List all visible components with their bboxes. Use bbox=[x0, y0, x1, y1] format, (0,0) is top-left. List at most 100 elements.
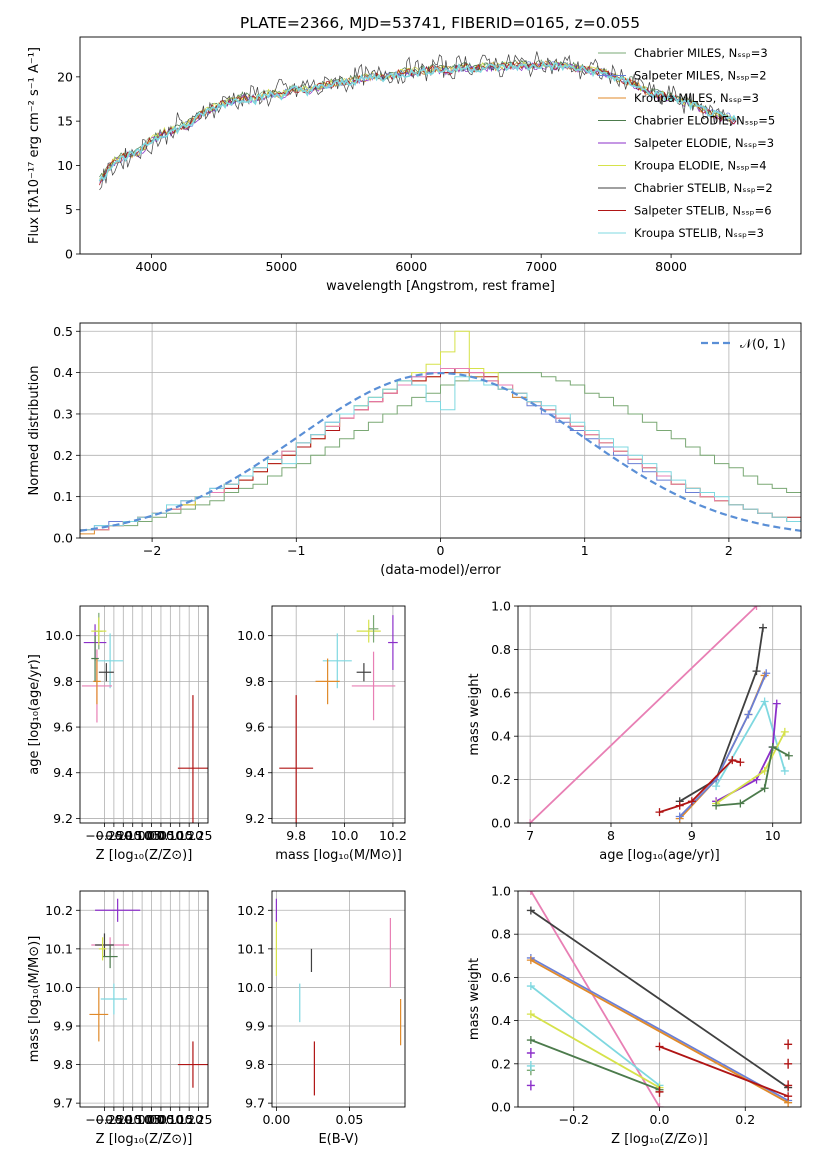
x-tick-label: 9.8 bbox=[286, 828, 306, 843]
x-tick-label: 0.05 bbox=[147, 1112, 175, 1127]
y-axis-label: mass [log₁₀(M/M⊙)] bbox=[27, 936, 42, 1063]
gaussian-curve bbox=[80, 371, 801, 532]
legend-label: Salpeter STELIB, Nₛₛₚ=6 bbox=[634, 204, 772, 218]
weight-marker bbox=[784, 1039, 793, 1050]
y-tick-label: 9.8 bbox=[245, 1057, 265, 1072]
axes-frame bbox=[517, 890, 802, 1108]
plot-area bbox=[89, 898, 208, 1088]
weight-marker bbox=[760, 784, 769, 793]
y-tick-label: 10.1 bbox=[237, 941, 265, 956]
figure-title: PLATE=2366, MJD=53741, FIBERID=0165, z=0… bbox=[240, 14, 640, 32]
panel-mass-weight-vs-Z: −0.2 0.0 0.2 0.0 0.2 0.4 0.6 0.8 1.0 Z [log₁₀(Z/Z… bbox=[467, 884, 802, 1147]
weight-marker bbox=[784, 1058, 793, 1069]
panel-mass-vs-EBV: 0.00 0.05 9.7 9.8 9.9 10.0 10.1 10.2 E(B-V) bbox=[237, 890, 406, 1147]
x-tick-label: 7000 bbox=[525, 259, 557, 274]
x-axis-label: age [log₁₀(age/yr)] bbox=[599, 848, 720, 863]
y-tick-label: 9.7 bbox=[245, 1096, 265, 1111]
x-tick-label: 10.2 bbox=[379, 828, 407, 843]
x-axis-label: (data-model)/error bbox=[380, 563, 501, 578]
y-axis-label: age [log₁₀(age/yr)] bbox=[27, 654, 42, 775]
x-axis-label: Z [log₁₀(Z/Z⊙)] bbox=[611, 1132, 708, 1147]
x-tick-label: 0.25 bbox=[185, 828, 213, 843]
y-tick-label: 1.0 bbox=[491, 884, 511, 899]
y-tick-label: 10.0 bbox=[237, 980, 265, 995]
x-tick-label: −0.2 bbox=[559, 1112, 589, 1127]
x-tick-label: 2 bbox=[725, 543, 733, 558]
weight-line bbox=[529, 606, 758, 823]
panel-age-vs-Z: −0.25−0.20−0.15−0.10−0.050.000.050.100.1… bbox=[27, 605, 213, 863]
axes-frame bbox=[79, 890, 209, 1108]
weight-marker bbox=[655, 1042, 664, 1051]
x-tick-label: 1 bbox=[581, 543, 589, 558]
x-tick-label: −0.10 bbox=[114, 828, 152, 843]
weight-line bbox=[530, 985, 661, 1087]
weight-marker bbox=[687, 797, 696, 806]
y-tick-label: 10 bbox=[57, 158, 73, 173]
legend-label: Salpeter MILES, Nₛₛₚ=2 bbox=[634, 69, 767, 83]
y-tick-label: 9.6 bbox=[53, 720, 73, 735]
legend-label: 𝒩(0, 1) bbox=[740, 336, 786, 351]
x-tick-label: 0.15 bbox=[166, 1112, 194, 1127]
y-axis-label: Flux [fλ10⁻¹⁷ erg cm⁻² s⁻¹ A⁻¹] bbox=[27, 47, 42, 244]
legend-label: Salpeter ELODIE, Nₛₛₚ=3 bbox=[634, 136, 774, 150]
y-tick-label: 1.0 bbox=[491, 599, 511, 614]
weight-marker bbox=[744, 710, 753, 719]
weight-marker bbox=[768, 743, 777, 752]
y-tick-label: 0.8 bbox=[491, 927, 511, 942]
x-axis-label: E(B-V) bbox=[318, 1132, 358, 1147]
weight-marker bbox=[526, 1010, 535, 1019]
x-tick-label: 0.0 bbox=[650, 1112, 670, 1127]
weight-line bbox=[530, 891, 661, 1107]
legend-label: Kroupa MILES, Nₛₛₚ=3 bbox=[634, 91, 759, 105]
x-tick-label: 0.00 bbox=[138, 828, 166, 843]
weight-marker bbox=[752, 667, 761, 676]
x-tick-label: 10.0 bbox=[331, 828, 359, 843]
weight-marker bbox=[736, 799, 745, 808]
plot-area bbox=[80, 330, 801, 535]
y-tick-label: 0.1 bbox=[53, 489, 73, 504]
x-tick-label: 10 bbox=[765, 828, 781, 843]
x-tick-label: −0.20 bbox=[95, 1112, 133, 1127]
y-tick-label: 9.9 bbox=[53, 1019, 73, 1034]
x-tick-label: −2 bbox=[143, 543, 161, 558]
panel-age-vs-mass: 9.8 10.0 10.2 9.2 9.4 9.6 9.8 10.0 mass [log₁₀(M… bbox=[237, 605, 407, 863]
histogram-step bbox=[80, 376, 801, 531]
weight-marker bbox=[712, 782, 721, 791]
x-tick-label: 0.15 bbox=[166, 828, 194, 843]
x-tick-label: 8 bbox=[607, 828, 615, 843]
weight-line bbox=[530, 1013, 660, 1089]
panel-mass-weight-vs-age: 7 8 9 10 0.0 0.2 0.4 0.6 0.8 1.0 age [log₁₀(age/yr… bbox=[467, 599, 802, 863]
y-tick-label: 10.0 bbox=[45, 980, 73, 995]
x-axis-label: wavelength [Angstrom, rest frame] bbox=[326, 279, 555, 294]
legend: Chabrier MILES, Nₛₛₚ=3 Salpeter MILES, Nₛ… bbox=[598, 46, 775, 240]
weight-marker bbox=[784, 1080, 793, 1091]
axes-frame bbox=[79, 36, 802, 255]
legend-label: Kroupa STELIB, Nₛₛₚ=3 bbox=[634, 226, 764, 240]
legend-label: Chabrier MILES, Nₛₛₚ=3 bbox=[634, 46, 768, 60]
y-tick-label: 9.2 bbox=[53, 811, 73, 826]
weight-marker bbox=[728, 756, 737, 765]
weight-marker bbox=[675, 812, 684, 821]
y-tick-label: 5 bbox=[65, 202, 73, 217]
weight-marker bbox=[780, 727, 789, 736]
x-tick-label: −0.25 bbox=[85, 828, 123, 843]
y-tick-label: 0 bbox=[65, 247, 73, 262]
y-tick-label: 9.8 bbox=[53, 1057, 73, 1072]
weight-line bbox=[679, 627, 764, 803]
x-tick-label: −0.20 bbox=[95, 828, 133, 843]
weight-marker bbox=[526, 1048, 535, 1058]
plot-area bbox=[279, 615, 398, 823]
x-tick-label: −0.10 bbox=[114, 1112, 152, 1127]
x-tick-label: −0.15 bbox=[104, 828, 142, 843]
weight-marker bbox=[736, 758, 745, 767]
x-tick-label: 0 bbox=[437, 543, 445, 558]
plot-area bbox=[98, 51, 737, 191]
x-tick-label: −1 bbox=[287, 543, 305, 558]
y-axis-label: mass weight bbox=[467, 958, 482, 1040]
weight-marker bbox=[758, 623, 767, 632]
y-tick-label: 0.2 bbox=[491, 1056, 511, 1071]
y-tick-label: 9.2 bbox=[245, 811, 265, 826]
y-tick-label: 9.7 bbox=[53, 1096, 73, 1111]
x-tick-label: −0.25 bbox=[85, 1112, 123, 1127]
x-tick-label: 0.20 bbox=[175, 1112, 203, 1127]
